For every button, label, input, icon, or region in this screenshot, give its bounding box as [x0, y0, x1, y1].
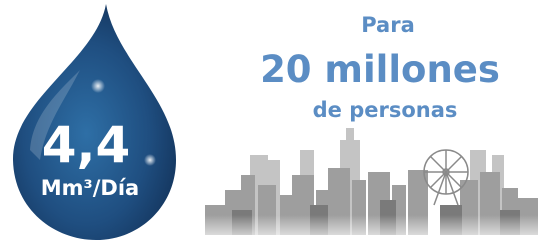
water-drop: 4,4 Mm³/Día — [13, 4, 176, 240]
city-skyline — [200, 128, 538, 242]
infographic: 4,4 Mm³/Día Para 20 millones de personas — [0, 0, 538, 242]
drop-value: 4,4 — [42, 116, 131, 174]
drop-sparkle — [91, 79, 105, 93]
headline-line2: 20 millones — [260, 48, 500, 91]
drop-unit: Mm³/Día — [41, 176, 139, 200]
headline-line3: de personas — [313, 98, 458, 122]
headline: Para 20 millones de personas — [260, 13, 500, 122]
headline-line1: Para — [361, 13, 415, 37]
drop-sparkle — [144, 154, 156, 166]
